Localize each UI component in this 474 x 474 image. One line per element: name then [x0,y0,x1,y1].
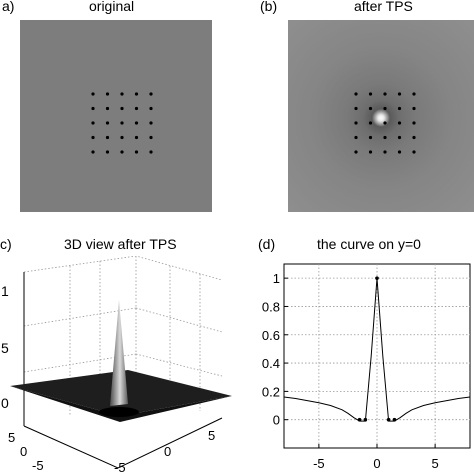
control-point [368,150,373,154]
control-point [412,92,416,96]
y-tick-3: 5 [208,428,215,443]
control-point [134,135,139,140]
y-tick-label: 0 [273,413,280,428]
control-point [105,121,110,125]
control-point [149,135,153,140]
x-tick-label: -5 [313,456,325,471]
control-point [368,135,373,140]
control-point [105,106,110,111]
panel-a-image [20,20,212,212]
z-tick-3: 0 [1,395,9,411]
control-point [105,92,110,96]
control-point [134,121,139,125]
x-tick-label: 0 [373,456,380,471]
control-point [91,121,95,125]
x-tick-1: 5 [8,430,15,445]
control-point [354,92,358,96]
control-point [120,106,124,111]
control-point [91,92,95,96]
data-point [357,417,362,422]
control-point [368,106,373,111]
panel-b-letter: (b) [260,0,278,14]
control-point [397,150,402,154]
data-point [363,417,368,422]
control-point [91,135,95,140]
control-point [397,135,402,140]
x-tick-2: 0 [20,444,27,459]
y-tick-label: 0.4 [262,356,280,371]
control-point [134,150,139,154]
y-tick-label: 0.8 [262,299,280,314]
control-point [149,150,153,154]
control-point [134,92,139,96]
data-point [392,417,397,422]
panel-d-line-chart: 1 0.8 0.6 0.4 0.2 0 -5 0 5 [262,263,471,471]
control-point [354,135,358,140]
control-points-a [91,92,153,154]
surface-peak [110,300,128,406]
y-tick-label: 0.6 [262,328,280,343]
y-tick-2: 0 [164,444,171,459]
control-point [383,121,387,125]
control-point [105,135,110,140]
control-point [383,92,387,96]
control-point [134,106,139,111]
control-point [412,106,416,111]
control-point [368,92,373,96]
control-point [397,106,402,111]
control-points-b [354,92,416,154]
control-point [149,106,153,111]
control-point [412,150,416,154]
control-point [149,92,153,96]
y-tick-label: 0.2 [262,384,280,399]
panel-c-letter: c) [0,236,12,252]
control-point [383,150,387,154]
control-point [120,92,124,96]
control-point [120,150,124,154]
control-point [354,121,358,125]
control-point [105,150,110,154]
panel-a-letter: a) [2,0,15,14]
control-point [354,150,358,154]
control-point [91,150,95,154]
control-point [149,121,153,125]
control-point [397,121,402,125]
surface-dip [99,407,139,417]
x-tick-3: -5 [32,458,44,473]
control-point [397,92,402,96]
control-point [368,121,373,125]
panel-b-title: after TPS [354,0,413,14]
3d-axes [23,272,223,469]
panel-c-3d-surface: 1 5 0 5 0 -5 -5 0 5 [1,256,232,474]
z-tick-1: 1 [1,283,9,299]
control-point [412,121,416,125]
surface-plane-front [10,386,232,422]
control-point [120,135,124,140]
panel-b-image [288,20,474,212]
control-point [383,135,387,140]
data-point [375,276,379,280]
panel-d-title: the curve on y=0 [317,236,421,252]
control-point [120,121,124,125]
control-point [383,106,387,111]
control-point [354,106,358,111]
control-point [412,135,416,140]
panel-a-title: original [89,0,135,14]
y-tick-1: -5 [114,460,126,474]
panel-c-title: 3D view after TPS [64,236,177,252]
panel-d-letter: (d) [258,236,276,252]
data-point [386,417,391,422]
z-tick-2: 5 [1,340,9,356]
control-point [91,106,95,111]
y-tick-label: 1 [273,271,280,286]
x-tick-label: 5 [432,456,439,471]
